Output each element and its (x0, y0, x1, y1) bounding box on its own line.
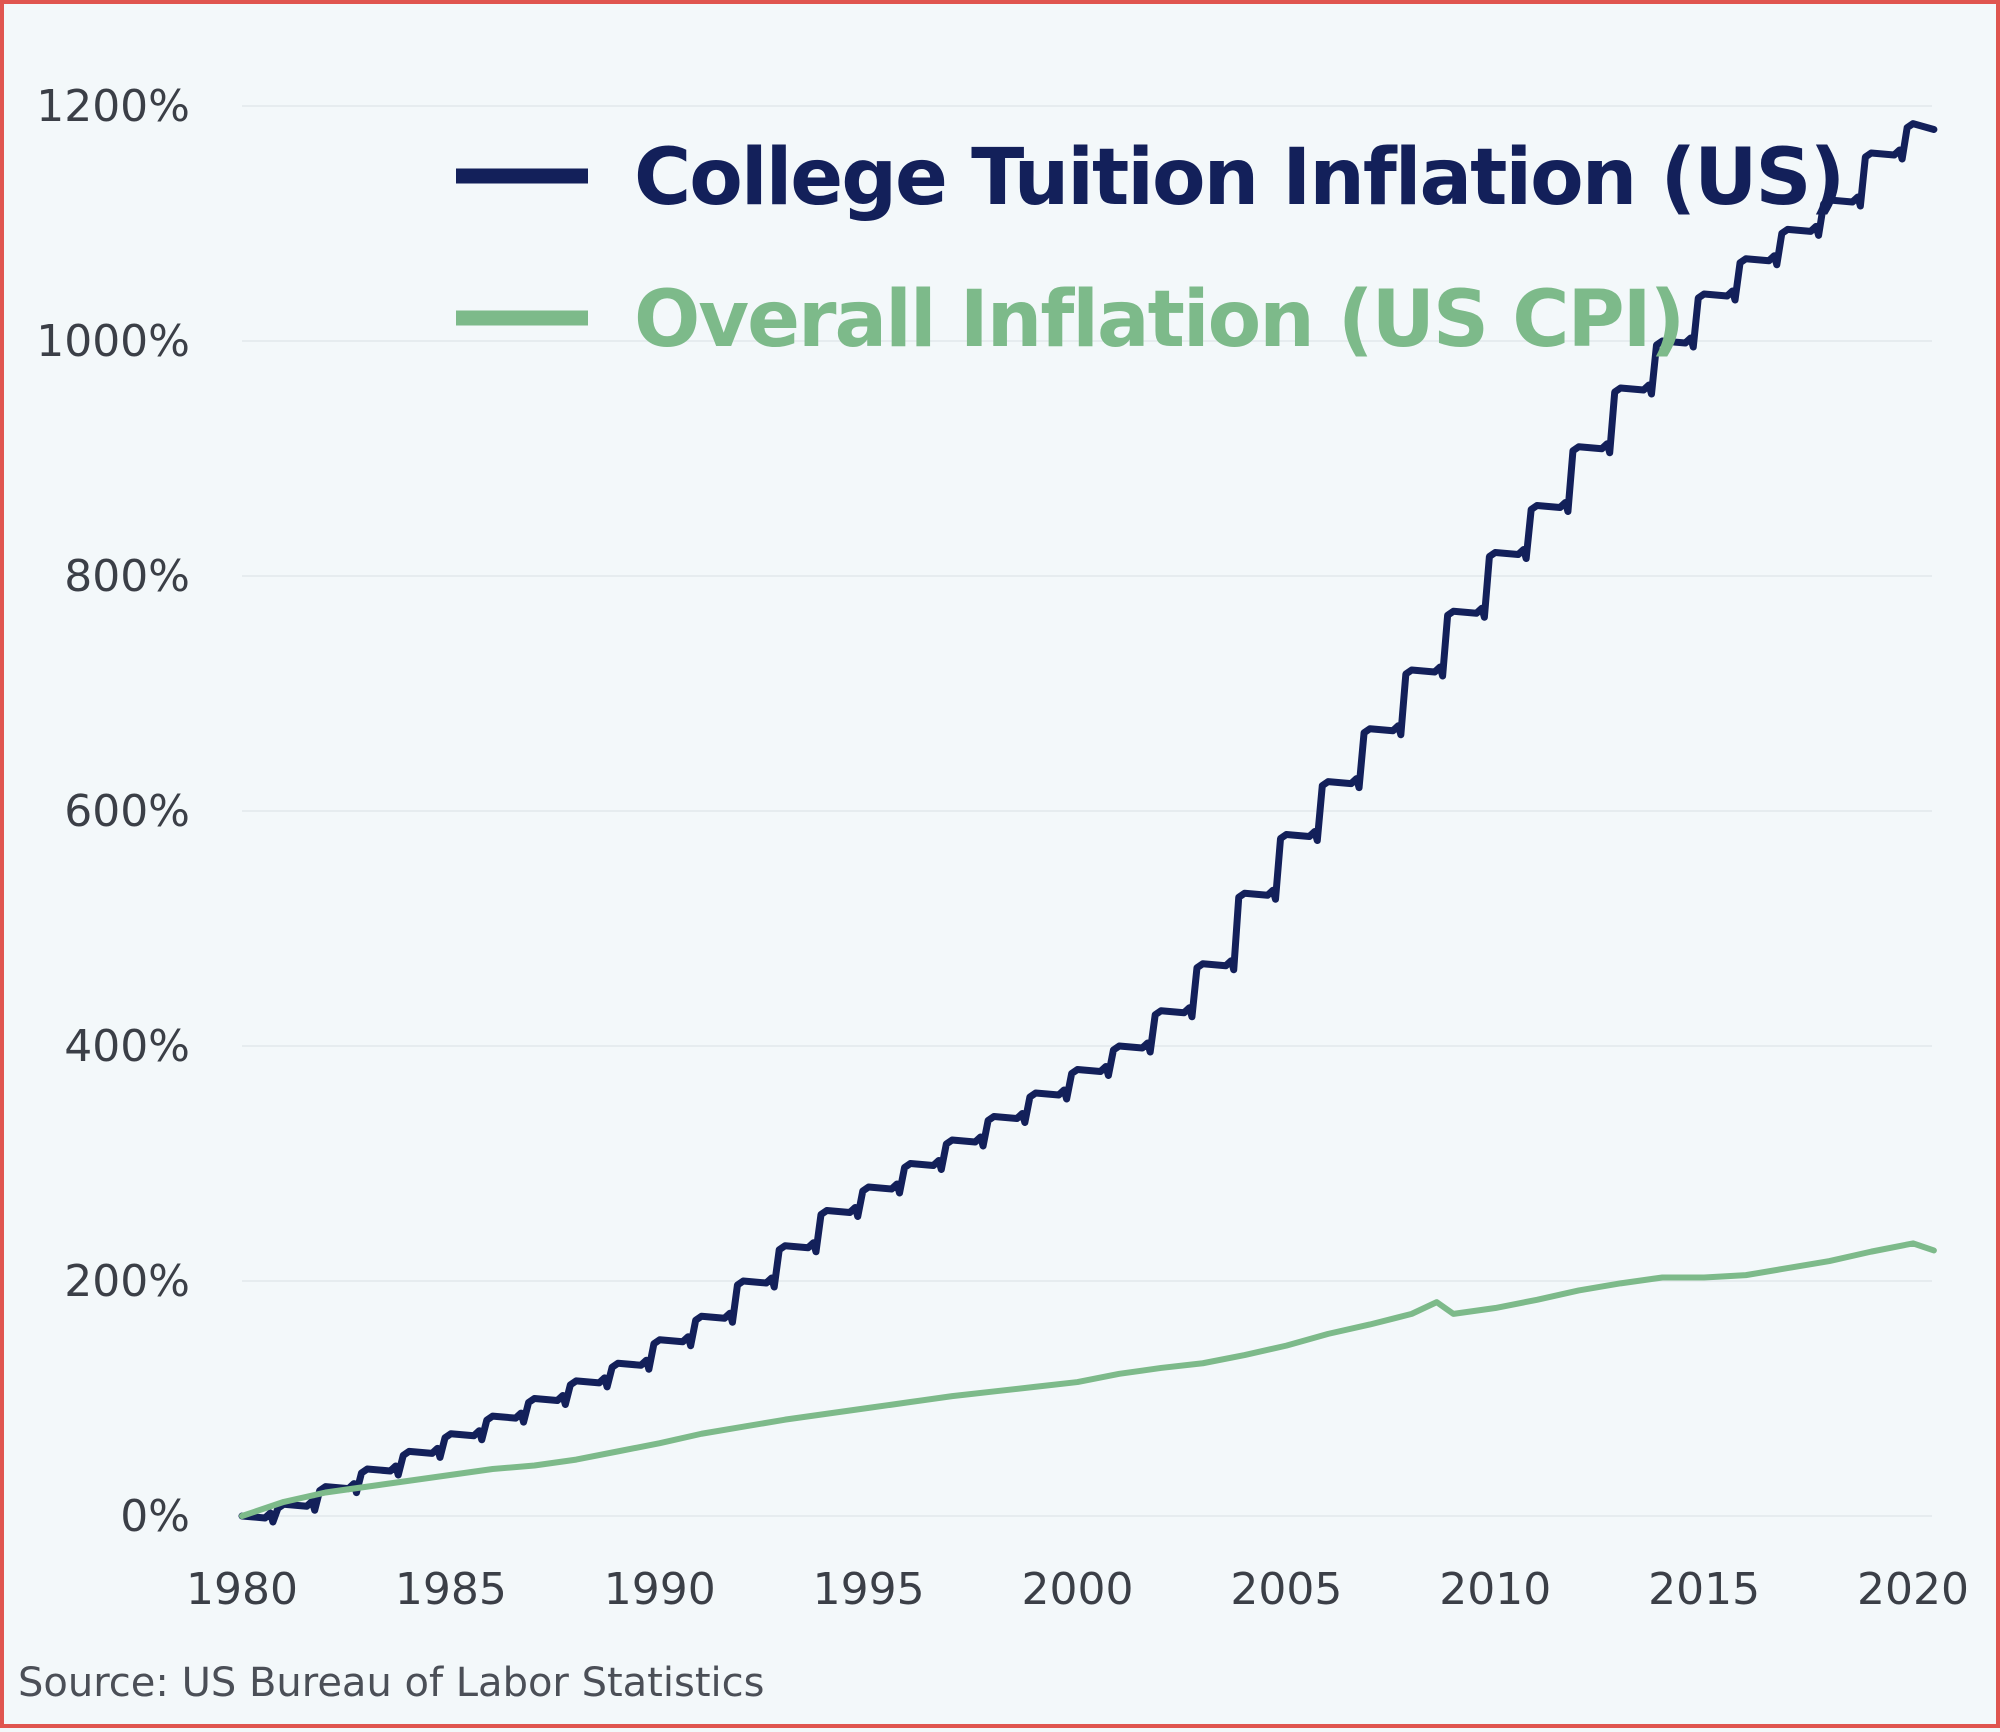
line-chart: 0% 200% 400% 600% 800% 1000% 1200% 1980 1985 1990… (36, 81, 1969, 1615)
x-tick-label: 1980 (186, 1564, 298, 1615)
axes: 0% 200% 400% 600% 800% 1000% 1200% 1980 1985 1990… (36, 81, 1969, 1615)
y-tick-label: 400% (64, 1021, 190, 1072)
x-tick-label: 2020 (1857, 1564, 1969, 1615)
legend-label: College Tuition Inflation (US) (634, 133, 1843, 223)
series-lines (238, 120, 1938, 1526)
y-tick-label: 800% (64, 551, 190, 602)
y-tick-label: 1000% (36, 316, 190, 367)
gridlines (242, 105, 1932, 1517)
x-tick-label: 2015 (1648, 1564, 1760, 1615)
x-tick-label: 1990 (604, 1564, 716, 1615)
x-tick-label: 1995 (813, 1564, 925, 1615)
y-tick-label: 0% (120, 1491, 190, 1542)
x-tick-label: 1985 (395, 1564, 507, 1615)
x-tick-label: 2005 (1230, 1564, 1342, 1615)
y-tick-label: 1200% (36, 81, 190, 132)
x-tick-label: 2010 (1439, 1564, 1551, 1615)
source-note: Source: US Bureau of Labor Statistics (18, 1660, 765, 1706)
legend-label: Overall Inflation (US CPI) (634, 275, 1683, 365)
x-tick-label: 2000 (1022, 1564, 1134, 1615)
series-line-college-tuition (238, 120, 1938, 1526)
legend: College Tuition Inflation (US) Overall In… (456, 133, 1845, 365)
series-line-us-cpi (239, 1240, 1937, 1519)
y-tick-label: 600% (64, 786, 190, 837)
y-tick-label: 200% (64, 1256, 190, 1307)
